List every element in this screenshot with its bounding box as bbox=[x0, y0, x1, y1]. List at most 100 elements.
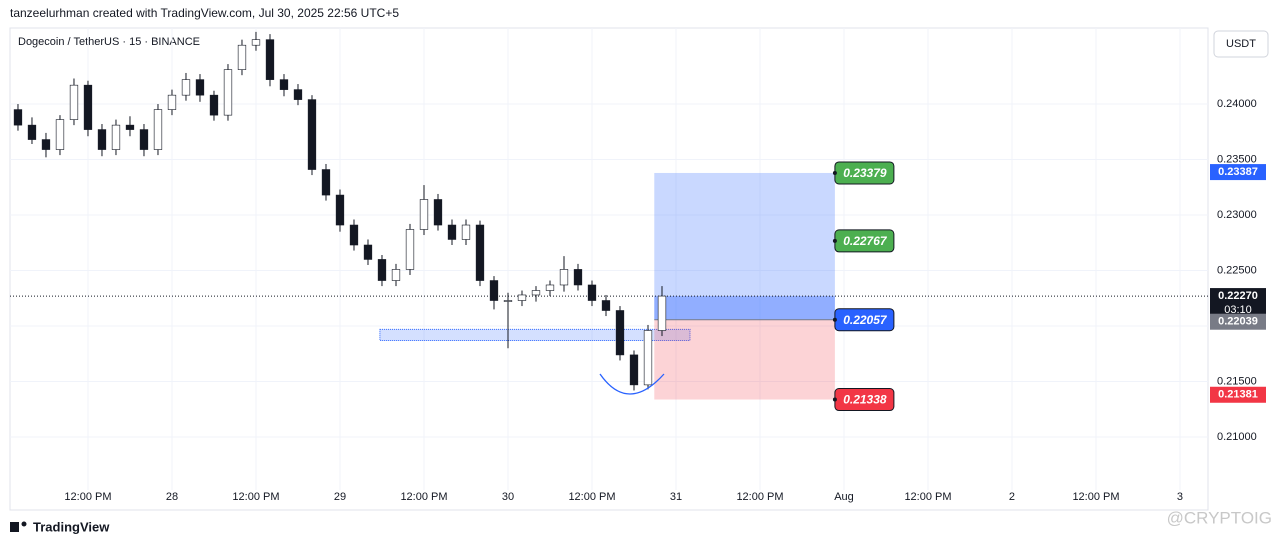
position-label-text: 0.22767 bbox=[843, 234, 888, 248]
candle-body bbox=[405, 229, 415, 270]
y-tick-label: 0.21000 bbox=[1217, 431, 1257, 443]
candle-body bbox=[293, 89, 303, 100]
countdown: 03:10 bbox=[1224, 304, 1252, 316]
x-tick-label: Aug bbox=[834, 491, 854, 503]
currency-button[interactable] bbox=[1213, 30, 1269, 58]
candle-body bbox=[545, 284, 555, 291]
candle-body bbox=[461, 224, 471, 240]
candle-body bbox=[69, 84, 79, 120]
candle-body bbox=[83, 84, 93, 130]
position-label: 0.21338 bbox=[832, 388, 895, 412]
header: tanzeelurhman created with TradingView.c… bbox=[10, 6, 399, 20]
price-tag-label: 0.22270 bbox=[1218, 290, 1258, 302]
candle-body bbox=[503, 300, 513, 302]
candle-body bbox=[111, 124, 121, 150]
x-tick-label: 2 bbox=[1009, 491, 1015, 503]
y-tick-label: 0.23000 bbox=[1217, 209, 1257, 221]
candle-body bbox=[419, 199, 429, 230]
arc-drawing bbox=[599, 373, 665, 395]
candle-body bbox=[377, 259, 387, 281]
candle-body bbox=[587, 284, 597, 301]
position-label: 0.23379 bbox=[832, 161, 895, 185]
open-profit bbox=[654, 296, 835, 320]
candle-body bbox=[531, 290, 541, 296]
candle-body bbox=[237, 44, 247, 70]
loss-zone bbox=[654, 319, 835, 400]
candle-body bbox=[447, 224, 457, 240]
candle-body bbox=[181, 79, 191, 96]
candle-body bbox=[97, 129, 107, 150]
y-tick-label: 0.21500 bbox=[1217, 375, 1257, 387]
candle-body bbox=[475, 224, 485, 281]
price-tag bbox=[1210, 164, 1266, 181]
currency-label[interactable]: USDT bbox=[1226, 38, 1256, 50]
x-tick-label: 12:00 PM bbox=[736, 491, 783, 503]
candle-body bbox=[643, 330, 653, 386]
candle-body bbox=[279, 79, 289, 90]
price-tag bbox=[1210, 386, 1266, 403]
x-tick-label: 12:00 PM bbox=[904, 491, 951, 503]
y-tick-label: 0.22500 bbox=[1217, 264, 1257, 276]
price-tag bbox=[1210, 288, 1266, 319]
candle-body bbox=[125, 124, 135, 130]
handle bbox=[832, 397, 837, 402]
x-tick-label: 30 bbox=[502, 491, 514, 503]
candle-body bbox=[349, 224, 359, 246]
candle-body bbox=[307, 99, 317, 170]
candle-body bbox=[601, 300, 611, 311]
candle-body bbox=[573, 269, 583, 286]
handle bbox=[832, 238, 837, 243]
x-tick-label: 12:00 PM bbox=[232, 491, 279, 503]
candle-body bbox=[265, 39, 275, 80]
candle-body bbox=[41, 139, 51, 150]
candle-body bbox=[489, 280, 499, 301]
candle-body bbox=[167, 94, 177, 110]
price-tag bbox=[1210, 313, 1266, 330]
candle-body bbox=[321, 169, 331, 196]
position-label: 0.22767 bbox=[832, 229, 895, 253]
chart-title: Dogecoin / TetherUS · 15 · BINANCE bbox=[18, 36, 200, 48]
support-zone bbox=[379, 328, 691, 341]
candle-body bbox=[657, 295, 667, 331]
candle-body bbox=[363, 244, 373, 260]
x-tick-label: 12:00 PM bbox=[400, 491, 447, 503]
candle-body bbox=[209, 94, 219, 116]
x-tick-label: 12:00 PM bbox=[1072, 491, 1119, 503]
candle-body bbox=[27, 124, 37, 140]
profit-zone bbox=[654, 172, 835, 320]
candle-body bbox=[433, 199, 443, 226]
handle bbox=[832, 317, 837, 322]
position-label-text: 0.23379 bbox=[843, 166, 887, 180]
candle-body bbox=[615, 310, 625, 356]
position-label-text: 0.21338 bbox=[843, 393, 887, 407]
price-tag-label: 0.22039 bbox=[1218, 316, 1258, 328]
position-label: 0.22057 bbox=[832, 308, 895, 332]
y-tick-label: 0.23500 bbox=[1217, 153, 1257, 165]
candle-body bbox=[139, 129, 149, 150]
position-label-text: 0.22057 bbox=[843, 313, 888, 327]
x-tick-label: 31 bbox=[670, 491, 682, 503]
price-tag-label: 0.21381 bbox=[1218, 389, 1258, 401]
x-tick-label: 28 bbox=[166, 491, 178, 503]
candle-body bbox=[13, 109, 23, 126]
handle bbox=[832, 170, 837, 175]
candle-body bbox=[335, 194, 345, 226]
brand: TradingView bbox=[33, 519, 110, 534]
y-tick-label: 0.24000 bbox=[1217, 98, 1257, 110]
candle-body bbox=[517, 294, 527, 301]
watermark: @CRYPTOIG bbox=[1167, 508, 1272, 527]
candle-body bbox=[195, 79, 205, 96]
candle-body bbox=[153, 109, 163, 150]
candle-body bbox=[223, 69, 233, 116]
x-tick-label: 29 bbox=[334, 491, 346, 503]
x-tick-label: 3 bbox=[1177, 491, 1183, 503]
candle-body bbox=[391, 269, 401, 281]
price-tag-label: 0.23387 bbox=[1218, 166, 1258, 178]
x-tick-label: 12:00 PM bbox=[64, 491, 111, 503]
candle-body bbox=[251, 39, 261, 46]
candle-body bbox=[629, 354, 639, 386]
x-tick-label: 12:00 PM bbox=[568, 491, 615, 503]
candle-body bbox=[55, 119, 65, 150]
